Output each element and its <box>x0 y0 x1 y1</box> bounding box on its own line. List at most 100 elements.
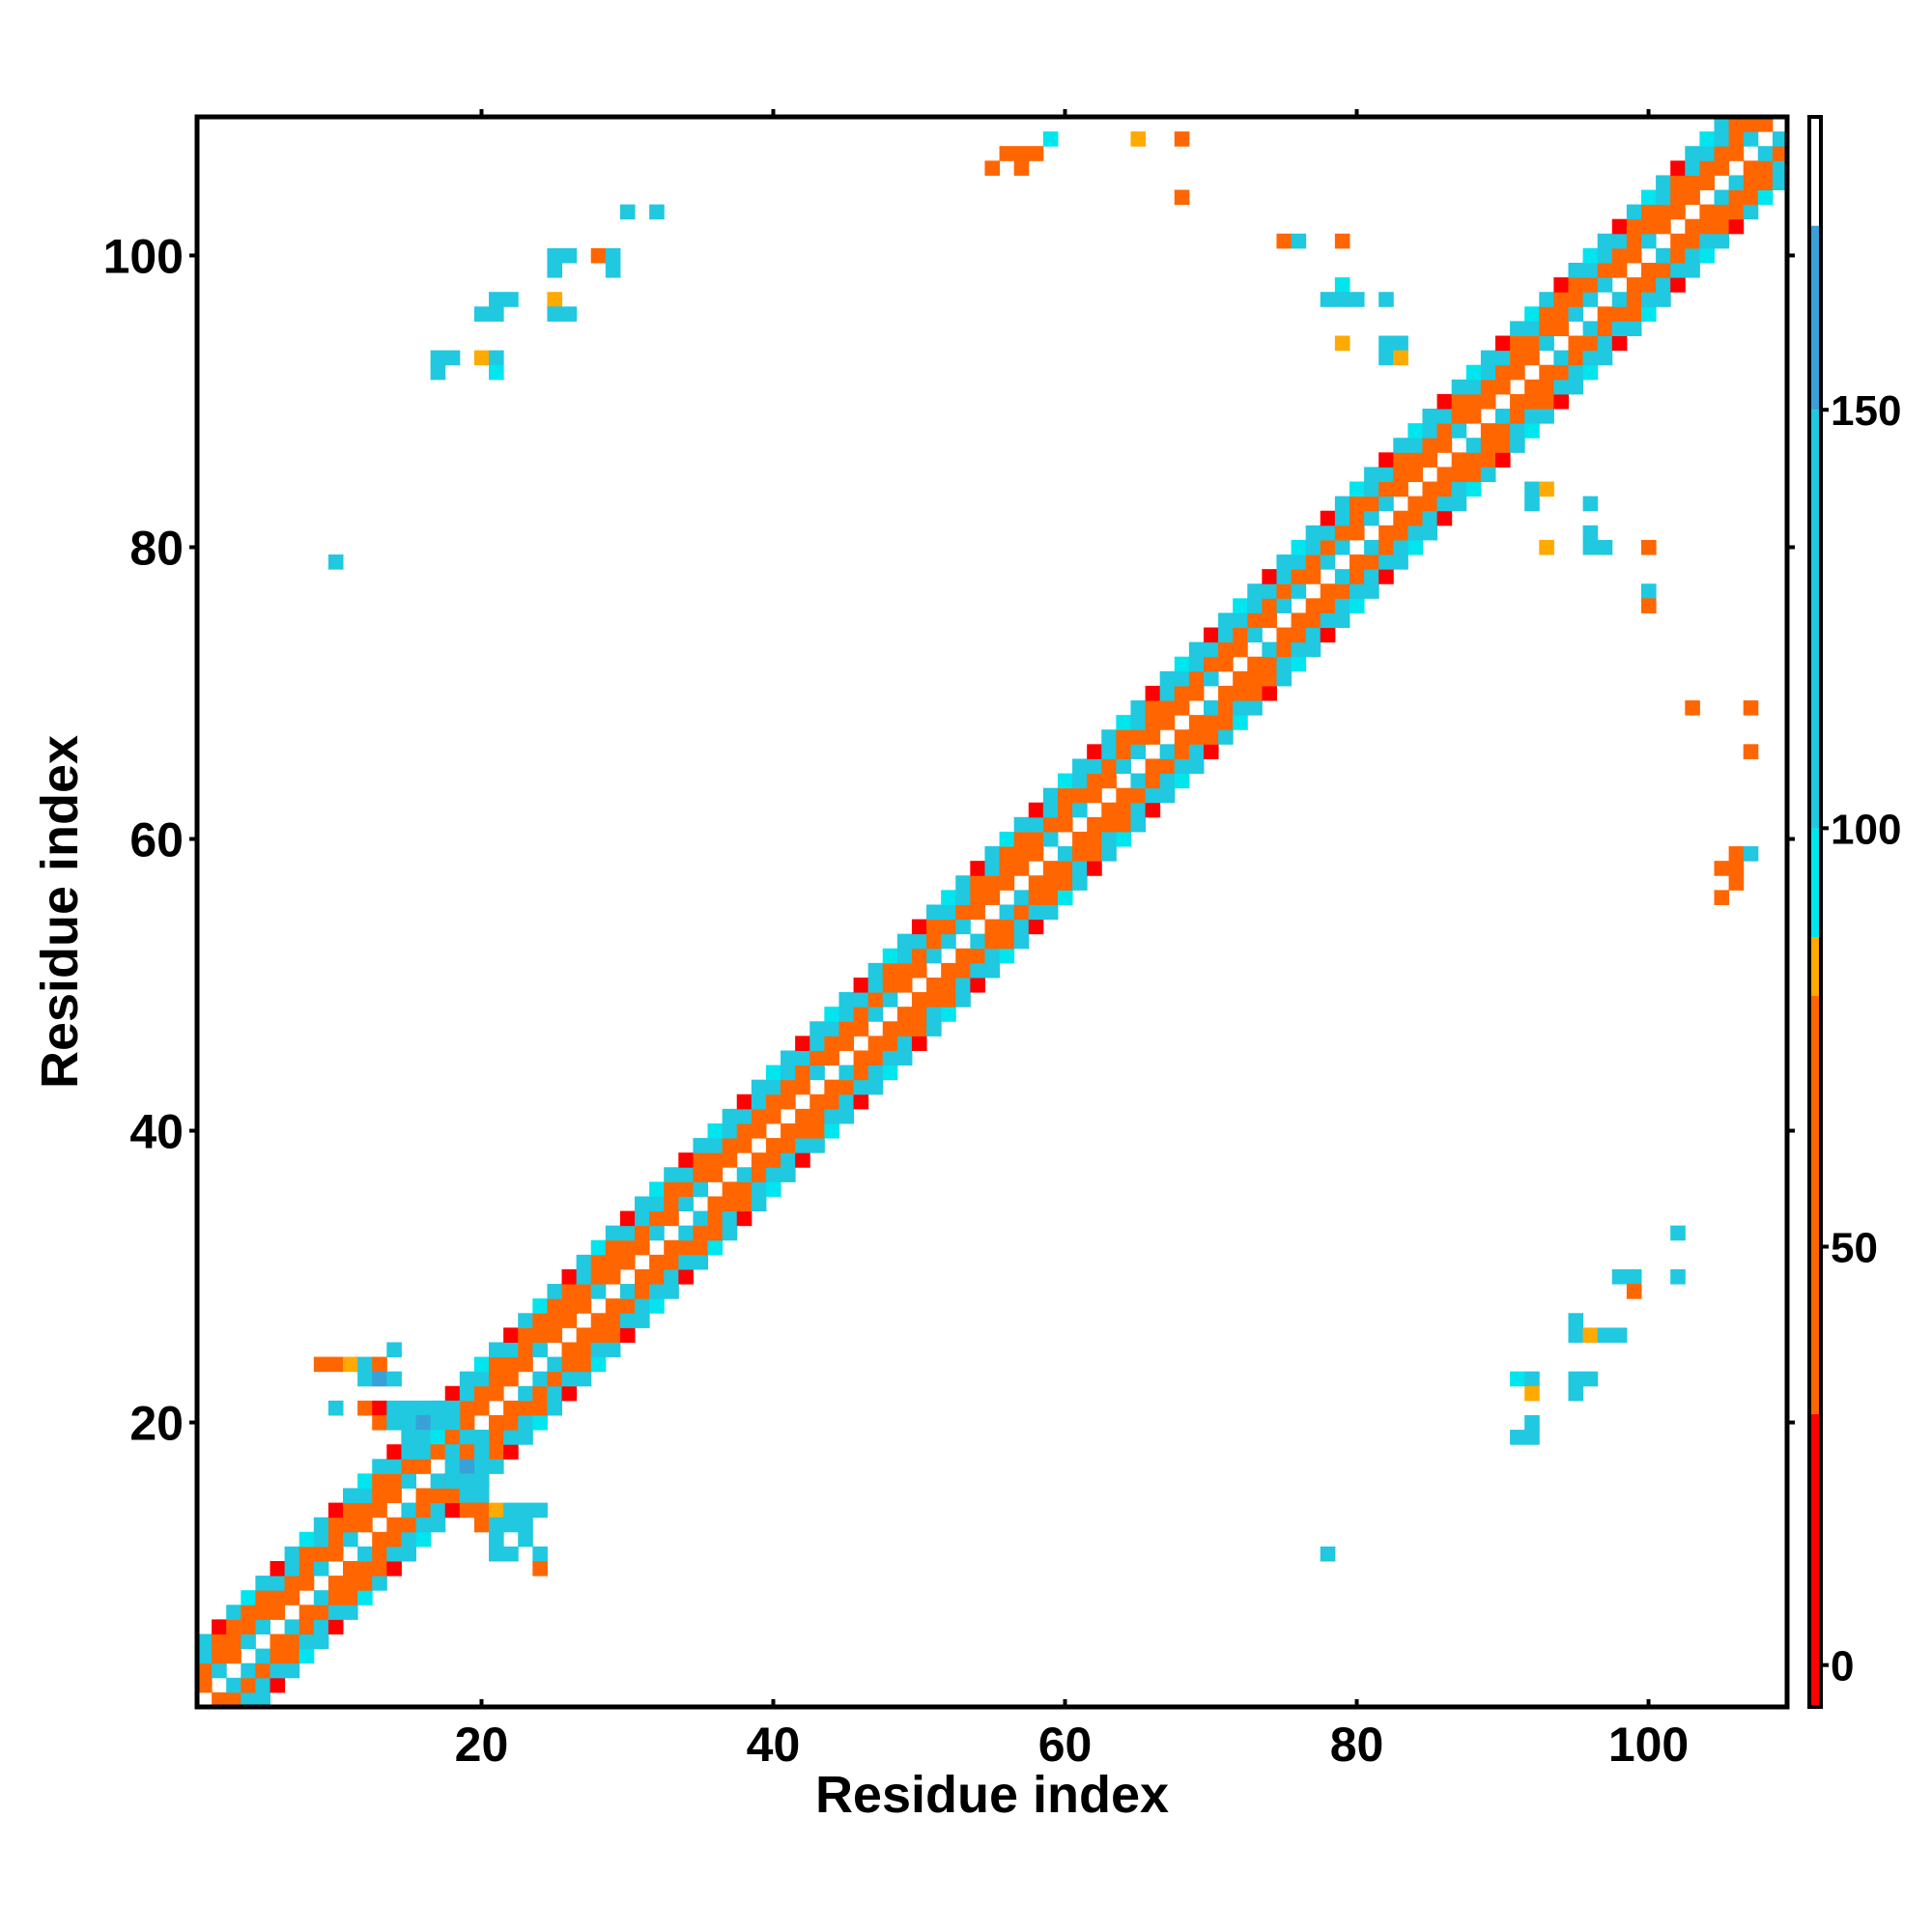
contact-cell <box>1699 204 1715 220</box>
contact-cell <box>1013 831 1030 847</box>
contact-cell <box>1510 438 1525 453</box>
contact-cell <box>999 846 1015 862</box>
contact-cell <box>357 1590 373 1605</box>
contact-cell <box>561 1371 578 1387</box>
contact-cell <box>372 1356 387 1373</box>
contact-cell <box>357 1356 373 1373</box>
contact-cell <box>1407 525 1423 541</box>
contact-cell <box>605 1239 621 1256</box>
contact-cell <box>576 1254 592 1270</box>
contact-cell <box>327 1605 344 1620</box>
contact-cell <box>1728 204 1745 220</box>
contact-cell <box>459 1400 475 1416</box>
contact-cell <box>459 1488 475 1504</box>
contact-cell <box>357 1400 373 1416</box>
contact-cell <box>824 1122 839 1139</box>
contact-cell <box>1743 700 1759 716</box>
contact-cell <box>911 948 927 964</box>
contact-cell <box>197 1662 213 1679</box>
contact-cell <box>838 1065 855 1081</box>
contact-cell <box>284 1576 300 1591</box>
contact-cell <box>619 1225 636 1241</box>
contact-cell <box>430 1502 446 1519</box>
contact-cell <box>1334 539 1350 555</box>
contact-cell <box>1757 146 1774 161</box>
contact-cell <box>1101 744 1117 759</box>
contact-cell <box>590 1342 607 1358</box>
contact-cell <box>810 1036 825 1051</box>
contact-cell <box>489 1356 504 1373</box>
contact-cell <box>955 948 971 964</box>
contact-cell <box>1013 146 1030 161</box>
contact-cell <box>1072 831 1088 847</box>
contact-cell <box>1451 409 1467 424</box>
contact-cell <box>1203 700 1219 716</box>
contact-cell <box>1013 919 1030 935</box>
contact-cell <box>1393 539 1408 555</box>
contact-cell <box>1057 773 1073 789</box>
contact-cell <box>896 1007 913 1022</box>
contact-cell <box>1494 350 1511 366</box>
contact-cell <box>489 1342 504 1358</box>
contact-cell <box>1465 364 1482 381</box>
contact-cell <box>1524 423 1540 439</box>
contact-cell <box>1378 569 1394 584</box>
contact-cell <box>1378 554 1394 570</box>
contact-cell <box>1159 685 1176 701</box>
contact-cell <box>401 1400 417 1416</box>
contact-cell <box>1130 744 1147 759</box>
contact-cell <box>635 1284 650 1299</box>
contact-cell <box>810 1021 825 1037</box>
contact-cell <box>678 1167 694 1182</box>
contact-cell <box>401 1444 417 1460</box>
contact-cell <box>241 1619 256 1634</box>
contact-cell <box>444 1502 461 1519</box>
contact-cell <box>1553 292 1569 307</box>
contact-cell <box>1407 467 1423 483</box>
contact-cell <box>1057 802 1073 818</box>
contact-cell <box>1042 904 1059 921</box>
contact-cell <box>970 904 985 921</box>
contact-cell <box>1393 452 1408 468</box>
contact-cell <box>1626 306 1642 322</box>
contact-cell <box>1510 393 1525 410</box>
contact-cell <box>649 1225 665 1241</box>
contact-cell <box>707 1225 724 1241</box>
contact-cell <box>955 977 971 993</box>
contact-cell <box>1203 641 1219 658</box>
contact-cell <box>1291 641 1307 658</box>
contact-cell <box>1626 204 1642 220</box>
contact-cell <box>1524 306 1540 322</box>
contact-cell <box>255 1576 271 1591</box>
contact-cell <box>736 1122 753 1139</box>
contact-cell <box>255 1662 271 1679</box>
contact-cell <box>1393 481 1408 497</box>
contact-cell <box>1013 160 1030 176</box>
contact-cell <box>503 1371 519 1387</box>
contact-cell <box>1101 729 1117 745</box>
contact-cell <box>241 1677 256 1693</box>
contact-cell <box>313 1517 329 1533</box>
contact-cell <box>1480 467 1496 483</box>
diagonal-contacts <box>197 117 1788 1708</box>
contact-cell <box>327 1619 344 1634</box>
contact-cell <box>226 1677 242 1693</box>
contact-cell <box>1334 496 1350 512</box>
contact-cell <box>824 1094 839 1110</box>
contact-cell <box>619 1254 636 1270</box>
contact-cell <box>1057 816 1073 833</box>
contact-cell <box>1436 438 1453 453</box>
contact-cell <box>1349 554 1365 570</box>
contact-cell <box>824 1108 839 1124</box>
contact-cell <box>547 1400 563 1416</box>
contact-cell <box>401 1517 417 1533</box>
contact-cell <box>1728 117 1745 132</box>
contact-cell <box>1378 539 1394 555</box>
contact-cell <box>970 977 985 993</box>
contact-cell <box>401 1546 417 1562</box>
contact-cell <box>1539 481 1554 497</box>
contact-cell <box>867 962 884 979</box>
contact-cell <box>401 1473 417 1489</box>
x-tick-label: 100 <box>1608 1718 1689 1772</box>
contact-cell <box>838 992 855 1008</box>
